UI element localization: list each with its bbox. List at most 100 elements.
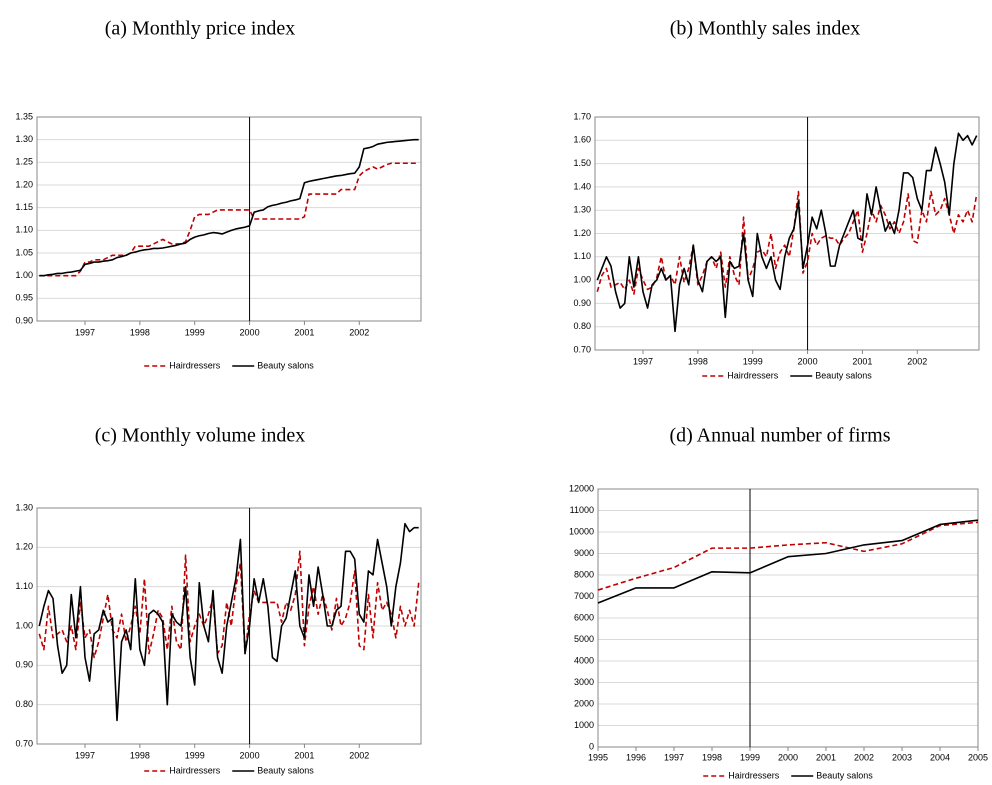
legend: Hairdressers Beauty salons — [702, 370, 872, 380]
series-line — [39, 162, 419, 277]
x-tick-label: 2002 — [349, 750, 369, 760]
y-tick-label: 1.15 — [15, 202, 33, 212]
y-tick-label: 1.30 — [15, 134, 33, 144]
legend-label: Hairdressers — [727, 370, 779, 380]
y-tick-label: 10000 — [569, 526, 594, 536]
y-tick-label: 1.10 — [15, 581, 33, 591]
y-tick-label: 1.00 — [573, 274, 591, 284]
y-tick-label: 7000 — [574, 591, 594, 601]
series-line — [39, 138, 419, 277]
legend: Hairdressers Beauty salons — [703, 770, 873, 780]
y-tick-label: 0.80 — [573, 321, 591, 331]
y-tick-label: 1.35 — [15, 111, 33, 121]
legend: Hairdressers Beauty salons — [144, 765, 314, 775]
y-tick-label: 8000 — [574, 569, 594, 579]
x-tick-label: 2004 — [930, 752, 950, 762]
legend-label: Hairdressers — [169, 765, 221, 775]
x-tick-label: 2001 — [852, 356, 872, 366]
x-tick-label: 1997 — [633, 356, 653, 366]
y-tick-label: 5000 — [574, 634, 594, 644]
y-tick-label: 1.30 — [15, 502, 33, 512]
y-tick-label: 1.25 — [15, 157, 33, 167]
x-tick-label: 1998 — [702, 752, 722, 762]
legend-label: Hairdressers — [169, 360, 221, 370]
y-tick-label: 1000 — [574, 720, 594, 730]
y-tick-label: 12000 — [569, 483, 594, 493]
panel: (c) Monthly volume index 0.70 0.80 0.90 1.00… — [15, 425, 422, 775]
x-tick-label: 1998 — [130, 327, 150, 337]
series-line — [596, 190, 978, 295]
plot-frame — [36, 116, 422, 322]
x-tick-label: 1998 — [130, 750, 150, 760]
y-tick-label: 1.20 — [15, 179, 33, 189]
x-tick-label: 2002 — [854, 752, 874, 762]
x-tick-label: 1999 — [743, 356, 763, 366]
chart-title: (b) Monthly sales index — [670, 18, 861, 40]
y-tick-label: 1.40 — [573, 181, 591, 191]
y-tick-label: 0.70 — [573, 344, 591, 354]
y-tick-label: 0.90 — [15, 315, 33, 325]
y-tick-label: 0.80 — [15, 699, 33, 709]
series-line — [597, 521, 979, 591]
legend-label: Beauty salons — [816, 770, 873, 780]
x-tick-label: 2000 — [240, 750, 260, 760]
legend-label: Hairdressers — [728, 770, 780, 780]
y-tick-label: 3000 — [574, 677, 594, 687]
x-tick-label: 1999 — [185, 750, 205, 760]
x-tick-label: 1997 — [664, 752, 684, 762]
plot-frame — [594, 116, 980, 351]
y-tick-label: 6000 — [574, 612, 594, 622]
y-tick-label: 0.90 — [573, 298, 591, 308]
panel: (b) Monthly sales index 0.70 0.80 0.90 1.00 1… — [573, 18, 980, 380]
chart-title: (c) Monthly volume index — [95, 425, 306, 447]
y-tick-label: 1.60 — [573, 135, 591, 145]
x-tick-label: 1997 — [75, 750, 95, 760]
plot-frame — [36, 507, 422, 745]
y-tick-label: 0 — [589, 741, 594, 751]
y-tick-label: 0.95 — [15, 293, 33, 303]
x-tick-label: 2005 — [968, 752, 988, 762]
y-tick-label: 1.20 — [15, 542, 33, 552]
x-tick-label: 2002 — [907, 356, 927, 366]
x-tick-label: 1997 — [75, 327, 95, 337]
series-line — [596, 132, 978, 333]
chart-title: (a) Monthly price index — [105, 18, 296, 40]
series-line — [38, 522, 419, 722]
legend: Hairdressers Beauty salons — [144, 360, 314, 370]
y-tick-label: 1.00 — [15, 620, 33, 630]
y-tick-label: 0.70 — [15, 738, 33, 748]
series-line — [38, 550, 420, 659]
x-tick-label: 1998 — [688, 356, 708, 366]
y-tick-label: 0.90 — [15, 660, 33, 670]
legend-label: Beauty salons — [815, 370, 872, 380]
x-tick-label: 2001 — [294, 327, 314, 337]
x-tick-label: 2000 — [798, 356, 818, 366]
y-tick-label: 1.00 — [15, 270, 33, 280]
y-tick-label: 1.20 — [573, 228, 591, 238]
x-tick-label: 2003 — [892, 752, 912, 762]
y-tick-label: 9000 — [574, 548, 594, 558]
y-tick-label: 2000 — [574, 698, 594, 708]
y-tick-label: 1.10 — [573, 251, 591, 261]
legend-label: Beauty salons — [257, 765, 314, 775]
y-tick-label: 11000 — [570, 505, 594, 515]
y-tick-label: 1.50 — [573, 158, 591, 168]
panel: (a) Monthly price index 0.90 0.95 1.00 1.05 1… — [15, 18, 422, 370]
x-tick-label: 1995 — [588, 752, 608, 762]
series-line — [597, 519, 979, 604]
x-tick-label: 2002 — [349, 327, 369, 337]
x-tick-label: 2001 — [294, 750, 314, 760]
x-tick-label: 2001 — [816, 752, 836, 762]
chart-title: (d) Annual number of firms — [669, 425, 890, 447]
panel: (d) Annual number of firms 0 1000 2000 3000 4… — [569, 425, 988, 781]
y-tick-label: 4000 — [574, 655, 594, 665]
y-tick-label: 1.05 — [15, 247, 33, 257]
y-tick-label: 1.70 — [573, 111, 591, 121]
x-tick-label: 2000 — [778, 752, 798, 762]
y-tick-label: 1.30 — [573, 205, 591, 215]
x-tick-label: 1999 — [185, 327, 205, 337]
legend-label: Beauty salons — [257, 360, 314, 370]
x-tick-label: 1999 — [740, 752, 760, 762]
y-tick-label: 1.10 — [15, 225, 33, 235]
